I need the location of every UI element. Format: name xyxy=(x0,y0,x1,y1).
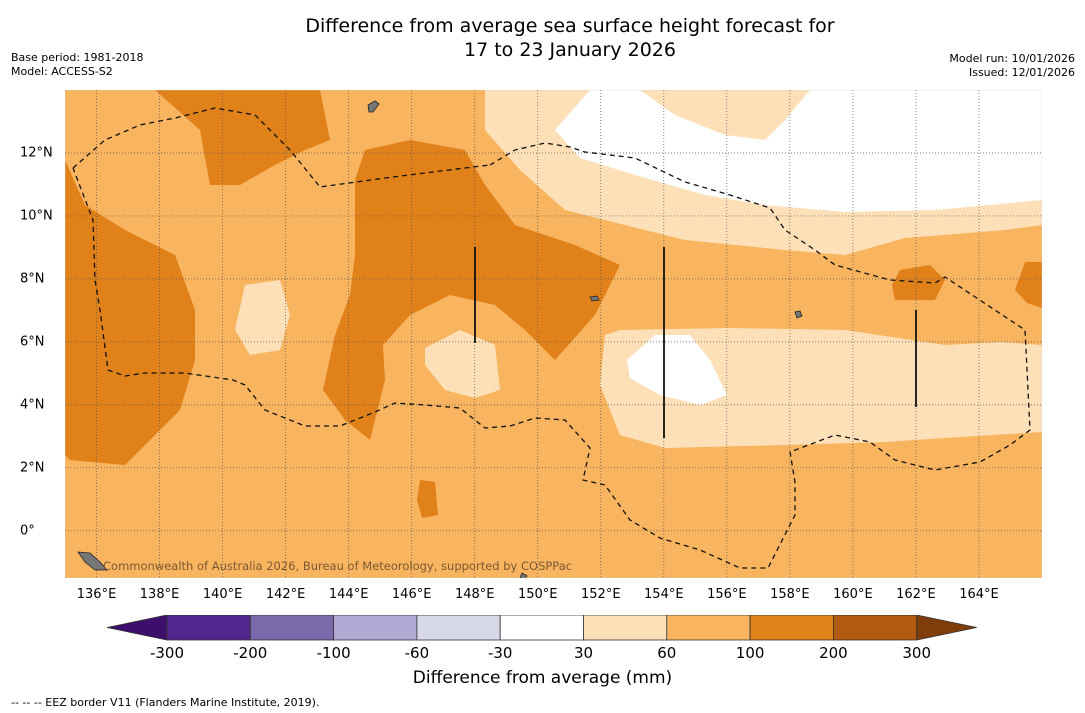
colorbar-tick-label: -300 xyxy=(149,644,185,662)
colorbar-swatch xyxy=(666,615,751,641)
latitude-tick-label: 4°N xyxy=(20,397,45,413)
colorbar-tick-label: 200 xyxy=(819,644,848,662)
eez-footnote: -- -- -- EEZ border V11 (Flanders Marine… xyxy=(11,696,320,709)
longitude-tick-label: 158°E xyxy=(770,587,810,602)
longitude-tick-label: 146°E xyxy=(391,587,432,602)
field-30-60-central-patch xyxy=(425,330,500,398)
colorbar-tick-label: -100 xyxy=(316,644,351,662)
latitude-tick-label: 2°N xyxy=(20,460,45,476)
colorbar-swatches xyxy=(107,615,977,641)
colorbar-swatch xyxy=(583,615,668,641)
field-100-200-northwest xyxy=(155,90,330,185)
model-run-text: Model run: 10/01/2026 xyxy=(949,52,1075,65)
title-line-2: 17 to 23 January 2026 xyxy=(464,39,676,61)
sea-surface-height-map: Commonwealth of Australia 2026, Bureau o… xyxy=(65,90,1042,578)
longitude-tick-label: 160°E xyxy=(833,587,873,602)
chart-title: Difference from average sea surface heig… xyxy=(0,14,1085,62)
metadata-right: Model run: 10/01/2026 Issued: 12/01/2026 xyxy=(949,52,1075,80)
eez-border-main xyxy=(72,142,1031,569)
latitude-tick-label: 6°N xyxy=(20,334,45,350)
island-1 xyxy=(367,100,380,113)
colorbar-swatch xyxy=(499,615,584,641)
colorbar-swatch xyxy=(416,615,501,641)
colorbar-max-extend xyxy=(916,615,977,641)
field-100-200-small-south xyxy=(417,480,438,518)
longitude-tick-label: 142°E xyxy=(265,587,306,602)
latitude-tick-label: 0° xyxy=(20,523,35,539)
island-4 xyxy=(519,572,528,578)
colorbar-tick-label: -30 xyxy=(487,644,513,662)
longitude-tick-label: 144°E xyxy=(328,587,369,602)
longitude-tick-label: 156°E xyxy=(707,587,747,602)
eez-borders xyxy=(72,107,1031,569)
island-5 xyxy=(589,295,600,302)
model-text: Model: ACCESS-S2 xyxy=(11,65,113,78)
colorbar-tick-label: 300 xyxy=(902,644,932,662)
colorbar xyxy=(107,615,977,641)
colorbar-swatch xyxy=(749,615,834,641)
field-30-60-west-patch xyxy=(235,280,290,355)
colorbar-tick-label: 100 xyxy=(735,644,765,662)
colorbar-tick-label: -60 xyxy=(404,644,430,662)
field-100-200-central xyxy=(323,140,620,440)
field-neutral-north xyxy=(555,90,1042,212)
longitude-tick-label: 138°E xyxy=(139,587,180,602)
field-neutral-east xyxy=(627,335,727,405)
eez-border-north xyxy=(72,107,491,188)
longitude-tick-label: 140°E xyxy=(202,587,243,602)
latitude-tick-label: 8°N xyxy=(20,271,45,287)
field-100-200-east-edge xyxy=(1015,262,1042,308)
colorbar-swatch xyxy=(249,615,335,641)
longitude-tick-label: 152°E xyxy=(581,587,621,602)
longitude-tick-label: 148°E xyxy=(454,587,495,602)
metadata-left: Base period: 1981-2018 Model: ACCESS-S2 xyxy=(11,51,143,79)
colorbar-tick-label: 30 xyxy=(573,644,594,662)
graticule xyxy=(65,90,1042,578)
colorbar-swatch xyxy=(833,615,918,641)
longitude-tick-label: 162°E xyxy=(896,587,936,602)
colorbar-title: Difference from average (mm) xyxy=(412,668,673,688)
longitude-tick-label: 136°E xyxy=(76,587,117,602)
attribution-text: Commonwealth of Australia 2026, Bureau o… xyxy=(103,559,572,573)
colorbar-min-extend xyxy=(107,615,168,641)
longitude-tick-label: 164°E xyxy=(959,587,999,602)
colorbar-swatch xyxy=(166,615,251,641)
latitude-tick-label: 12°N xyxy=(20,145,53,161)
base-period-text: Base period: 1981-2018 xyxy=(11,51,144,64)
colorbar-swatch xyxy=(333,615,418,641)
colorbar-tick-label: -200 xyxy=(233,644,268,662)
longitude-tick-label: 150°E xyxy=(517,587,558,602)
island-2 xyxy=(794,310,803,319)
title-line-1: Difference from average sea surface heig… xyxy=(305,15,835,37)
latitude-tick-label: 10°N xyxy=(20,208,53,224)
islands xyxy=(77,100,803,578)
field-100-200-west xyxy=(65,160,195,465)
field-30-60-east-band xyxy=(600,328,1042,448)
island-3 xyxy=(77,551,108,571)
longitude-tick-label: 154°E xyxy=(644,587,684,602)
issued-text: Issued: 12/01/2026 xyxy=(968,66,1075,79)
colorbar-tick-label: 60 xyxy=(657,644,677,662)
boundary-lines xyxy=(474,247,917,438)
